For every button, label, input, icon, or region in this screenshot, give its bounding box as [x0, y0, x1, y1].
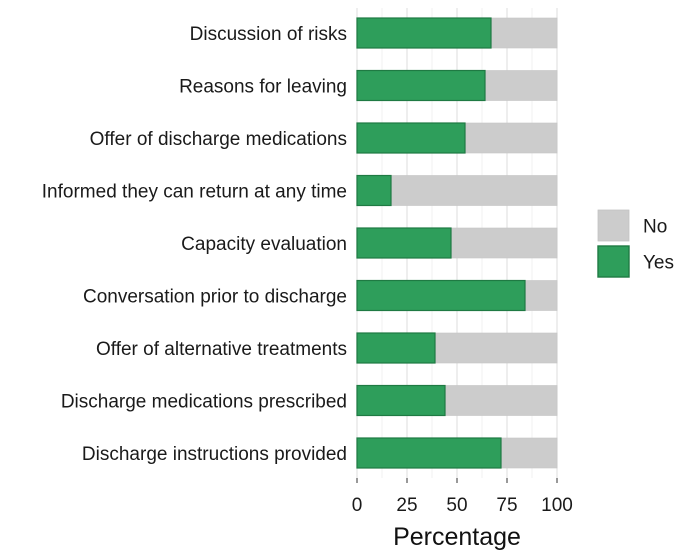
x-axis-title: Percentage [393, 523, 521, 551]
bar-no [390, 175, 558, 206]
category-label: Conversation prior to discharge [83, 287, 347, 308]
legend-label-no: No [643, 217, 667, 238]
bar-no [450, 227, 558, 259]
legend: No Yes [597, 209, 674, 278]
bar-yes [356, 437, 502, 469]
bar-yes [356, 332, 436, 364]
x-tick-label: 50 [446, 495, 467, 516]
bar-yes [356, 69, 486, 102]
bar-no [434, 332, 558, 364]
bar-yes [356, 227, 452, 259]
bar-no [500, 437, 558, 469]
bar-yes [356, 17, 492, 49]
category-label: Capacity evaluation [181, 234, 347, 255]
bar-no [484, 70, 558, 101]
x-tick-label: 0 [352, 495, 363, 516]
bar-yes [356, 174, 392, 207]
category-label: Informed they can return at any time [42, 182, 347, 203]
bars [356, 17, 558, 469]
x-tick-label: 100 [541, 495, 573, 516]
bar-yes [356, 122, 466, 154]
bar-yes [356, 279, 526, 312]
category-labels: Discussion of risks Reasons for leaving Of… [42, 24, 347, 465]
bar-no [464, 122, 558, 154]
category-label: Offer of alternative treatments [96, 339, 347, 360]
bar-no [490, 17, 558, 49]
x-tick-label: 75 [496, 495, 517, 516]
bar-yes [356, 384, 446, 417]
legend-swatch-no [597, 209, 630, 242]
category-label: Offer of discharge medications [90, 129, 347, 150]
x-tick-label: 25 [396, 495, 417, 516]
bar-no [524, 280, 558, 311]
category-label: Reasons for leaving [179, 77, 347, 98]
bar-no [444, 385, 558, 416]
category-label: Discharge instructions provided [82, 444, 347, 465]
x-axis-ticks: 0 25 50 75 100 [352, 478, 573, 516]
legend-swatch-yes [597, 245, 630, 278]
category-label: Discharge medications prescribed [61, 392, 347, 413]
category-label: Discussion of risks [190, 24, 347, 45]
legend-label-yes: Yes [643, 253, 674, 274]
